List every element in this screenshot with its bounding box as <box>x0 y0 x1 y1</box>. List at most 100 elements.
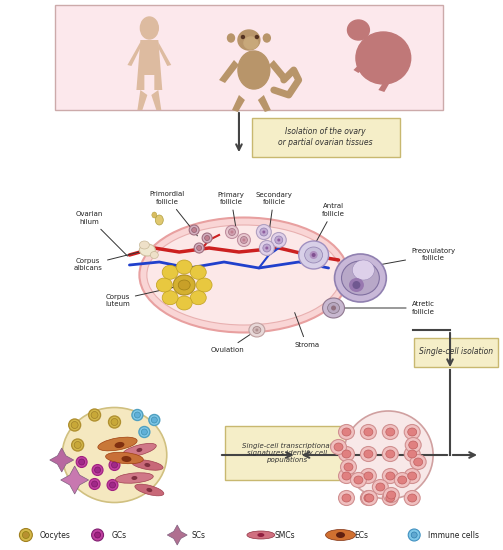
Ellipse shape <box>176 260 192 274</box>
Ellipse shape <box>62 408 167 503</box>
Ellipse shape <box>69 419 80 431</box>
Ellipse shape <box>376 483 385 491</box>
Ellipse shape <box>339 491 355 505</box>
Ellipse shape <box>349 278 364 292</box>
Ellipse shape <box>353 281 361 289</box>
Ellipse shape <box>116 473 153 483</box>
FancyBboxPatch shape <box>414 338 498 367</box>
Ellipse shape <box>244 37 258 49</box>
Ellipse shape <box>299 241 328 269</box>
Ellipse shape <box>139 426 150 437</box>
Text: Immune cells: Immune cells <box>428 531 479 540</box>
Ellipse shape <box>354 476 363 484</box>
Ellipse shape <box>327 302 340 313</box>
Ellipse shape <box>225 226 238 239</box>
Ellipse shape <box>410 454 426 470</box>
Text: ECs: ECs <box>355 531 369 540</box>
Ellipse shape <box>404 425 420 439</box>
Ellipse shape <box>342 261 379 295</box>
Ellipse shape <box>162 291 178 305</box>
Polygon shape <box>232 95 245 112</box>
Ellipse shape <box>109 416 121 428</box>
Ellipse shape <box>156 278 172 292</box>
Ellipse shape <box>238 51 270 89</box>
Ellipse shape <box>249 323 265 337</box>
Ellipse shape <box>382 447 398 461</box>
Text: SMCs: SMCs <box>275 531 295 540</box>
Ellipse shape <box>361 447 376 461</box>
Ellipse shape <box>386 428 395 436</box>
Ellipse shape <box>92 529 104 541</box>
Ellipse shape <box>408 450 416 458</box>
Ellipse shape <box>404 469 420 483</box>
Ellipse shape <box>382 425 398 439</box>
Ellipse shape <box>112 462 118 468</box>
Ellipse shape <box>322 298 345 318</box>
Ellipse shape <box>238 30 260 50</box>
Ellipse shape <box>253 327 261 333</box>
Ellipse shape <box>20 529 32 542</box>
Ellipse shape <box>92 465 103 476</box>
Ellipse shape <box>264 34 270 42</box>
Text: Secondary
follicle: Secondary follicle <box>256 191 292 231</box>
Ellipse shape <box>260 240 274 256</box>
Ellipse shape <box>342 428 351 436</box>
Ellipse shape <box>176 296 192 310</box>
Polygon shape <box>258 95 271 112</box>
Ellipse shape <box>202 233 212 243</box>
Ellipse shape <box>344 411 433 499</box>
Ellipse shape <box>134 412 140 418</box>
Ellipse shape <box>178 280 190 290</box>
Ellipse shape <box>98 437 137 451</box>
Ellipse shape <box>336 532 345 538</box>
Ellipse shape <box>310 251 317 259</box>
Polygon shape <box>219 60 239 83</box>
Ellipse shape <box>364 494 373 502</box>
Ellipse shape <box>190 291 206 305</box>
Ellipse shape <box>95 467 101 473</box>
Ellipse shape <box>230 230 233 234</box>
Polygon shape <box>137 90 147 110</box>
Polygon shape <box>378 75 391 92</box>
Ellipse shape <box>151 417 157 423</box>
Ellipse shape <box>78 459 85 465</box>
Ellipse shape <box>382 491 398 505</box>
Ellipse shape <box>364 472 373 480</box>
Ellipse shape <box>150 251 158 258</box>
Text: Isolation of the ovary
or partial ovarian tissues: Isolation of the ovary or partial ovaria… <box>278 127 373 147</box>
FancyBboxPatch shape <box>252 118 400 157</box>
Text: Corpus
luteum: Corpus luteum <box>105 285 182 306</box>
Ellipse shape <box>89 478 100 490</box>
Ellipse shape <box>277 239 280 241</box>
Ellipse shape <box>413 458 423 466</box>
Ellipse shape <box>408 529 420 541</box>
Ellipse shape <box>109 459 120 470</box>
FancyBboxPatch shape <box>55 5 443 110</box>
Ellipse shape <box>146 488 152 492</box>
Ellipse shape <box>263 230 266 234</box>
Ellipse shape <box>141 429 147 435</box>
Ellipse shape <box>409 441 417 449</box>
Polygon shape <box>61 466 89 494</box>
Ellipse shape <box>339 469 355 483</box>
Ellipse shape <box>152 212 157 218</box>
Ellipse shape <box>95 532 101 538</box>
Ellipse shape <box>122 456 131 462</box>
Ellipse shape <box>362 491 377 505</box>
Text: Single-cell transcriptional
signatures identify cell
populations: Single-cell transcriptional signatures i… <box>242 443 331 463</box>
Ellipse shape <box>136 448 142 452</box>
Ellipse shape <box>155 215 163 225</box>
Ellipse shape <box>405 437 421 453</box>
Ellipse shape <box>190 265 206 279</box>
Ellipse shape <box>173 275 195 295</box>
Ellipse shape <box>139 241 149 249</box>
Ellipse shape <box>353 260 374 280</box>
Polygon shape <box>151 90 161 110</box>
Ellipse shape <box>162 265 178 279</box>
Ellipse shape <box>398 476 407 484</box>
Ellipse shape <box>342 494 351 502</box>
Polygon shape <box>167 525 187 545</box>
Ellipse shape <box>408 494 416 502</box>
Ellipse shape <box>192 228 197 233</box>
Text: Corpus
albicans: Corpus albicans <box>73 251 145 272</box>
